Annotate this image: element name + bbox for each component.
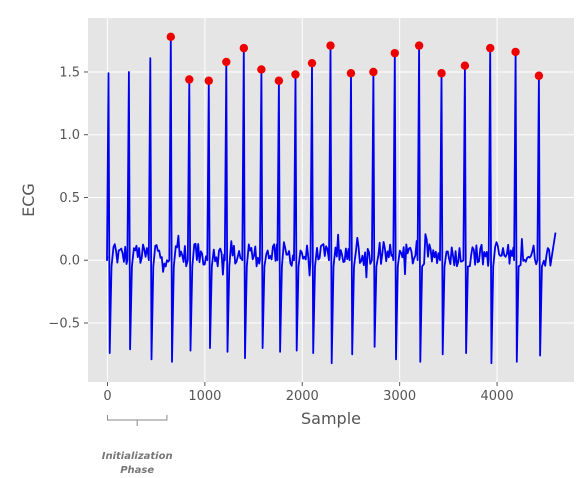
y-tick-label: 0.5 bbox=[59, 191, 80, 206]
annotation-line-2: Phase bbox=[120, 465, 154, 476]
peak-marker bbox=[185, 75, 194, 84]
x-tick-label: 1000 bbox=[188, 389, 221, 404]
peak-marker bbox=[369, 67, 378, 77]
peak-marker bbox=[414, 41, 424, 50]
peak-marker bbox=[437, 69, 446, 78]
initialization-bracket bbox=[106, 415, 168, 426]
peak-marker bbox=[486, 43, 495, 53]
x-tick-label: 2000 bbox=[286, 389, 319, 404]
peak-marker bbox=[307, 58, 317, 68]
y-tick-label: 0.0 bbox=[59, 254, 80, 269]
peak-marker bbox=[326, 41, 335, 50]
annotation-line-1: Initialization bbox=[102, 451, 173, 462]
peak-marker bbox=[166, 32, 175, 42]
y-axis-label: ECG bbox=[19, 183, 38, 217]
x-tick-label: 0 bbox=[103, 389, 111, 404]
x-tick-label: 4000 bbox=[481, 389, 514, 404]
y-tick-label: −0.5 bbox=[48, 317, 80, 332]
peak-marker bbox=[346, 69, 356, 78]
peak-marker bbox=[390, 48, 399, 58]
peak-marker bbox=[274, 76, 284, 85]
peak-marker bbox=[511, 47, 520, 57]
peak-marker bbox=[291, 70, 300, 79]
peak-marker bbox=[534, 71, 544, 80]
peak-marker bbox=[204, 76, 213, 85]
peak-marker bbox=[222, 57, 231, 67]
data-layer bbox=[106, 35, 557, 365]
axis-ticks: 0 1000 2000 3000 4000 −0.5 0.0 0.5 1.0 1.5 bbox=[48, 65, 513, 404]
peak-marker bbox=[257, 65, 266, 74]
peak-marker bbox=[239, 43, 249, 53]
x-axis-label: Sample bbox=[301, 409, 361, 428]
x-tick-label: 3000 bbox=[383, 389, 416, 404]
detected-peaks bbox=[166, 32, 544, 85]
y-tick-label: 1.5 bbox=[59, 65, 80, 80]
y-tick-label: 1.0 bbox=[59, 128, 80, 143]
ecg-signal-line bbox=[106, 35, 557, 365]
initialization-phase-annotation: Initialization Phase bbox=[102, 415, 173, 476]
peak-marker bbox=[460, 61, 470, 70]
